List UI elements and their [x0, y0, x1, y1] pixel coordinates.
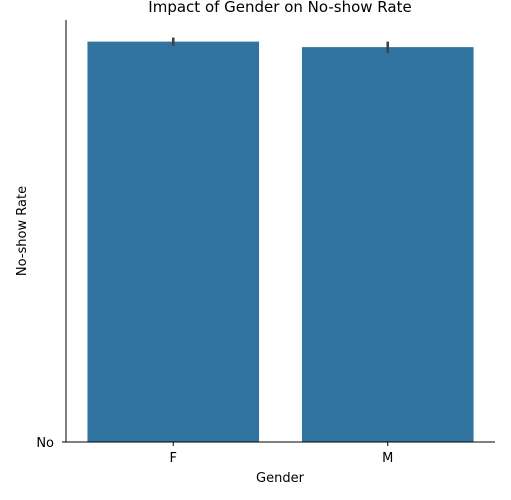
y-ticks-layer: No: [36, 436, 66, 451]
y-axis-label: No-show Rate: [15, 186, 30, 276]
bar-f: [87, 41, 260, 442]
x-axis-label: Gender: [256, 471, 305, 486]
bars-layer: [87, 41, 474, 442]
x-tick-label: M: [382, 451, 393, 466]
bar-m: [301, 47, 474, 442]
x-tick-label: F: [170, 451, 177, 466]
chart-title: Impact of Gender on No-show Rate: [148, 0, 411, 16]
error-bars-layer: [171, 37, 390, 54]
y-tick-label: No: [36, 436, 54, 451]
